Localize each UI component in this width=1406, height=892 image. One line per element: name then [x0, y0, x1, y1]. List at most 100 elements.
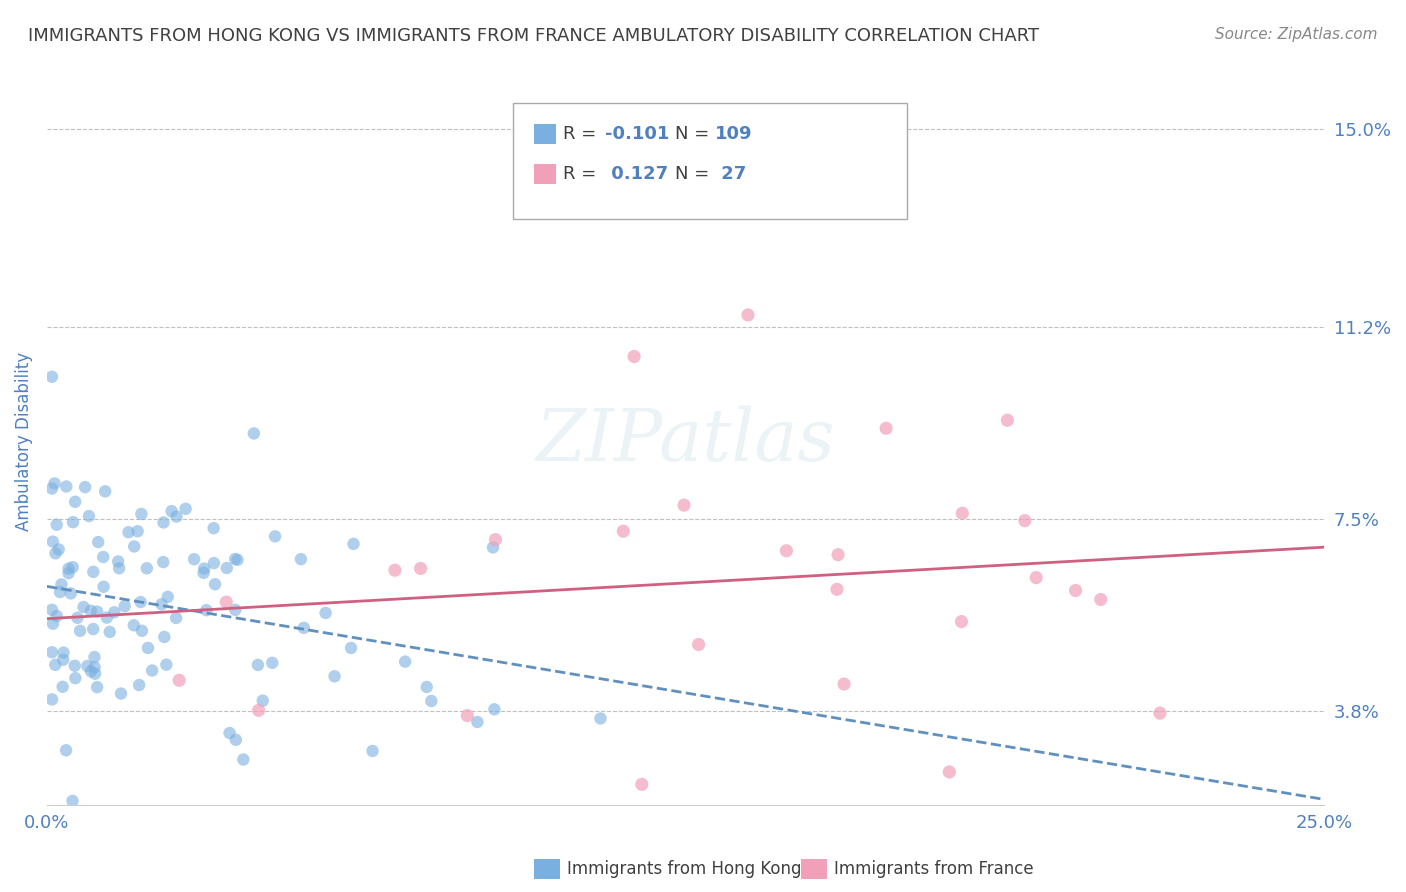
- Point: [42, 534, 65, 549]
- Point: [1025, 571, 1047, 585]
- Point: [107, 554, 129, 568]
- Text: 109: 109: [714, 125, 752, 143]
- Point: [41, 645, 63, 659]
- Point: [96, 610, 118, 624]
- Point: [153, 630, 176, 644]
- Point: [114, 599, 136, 614]
- Point: [52, 646, 75, 660]
- Point: [195, 603, 218, 617]
- Point: [41, 692, 63, 706]
- Point: [340, 640, 363, 655]
- Point: [252, 693, 274, 707]
- Point: [264, 529, 287, 543]
- Point: [827, 548, 849, 562]
- Point: [152, 516, 174, 530]
- Point: [384, 563, 406, 577]
- Point: [128, 678, 150, 692]
- Point: [226, 553, 249, 567]
- Point: [323, 669, 346, 683]
- Point: [48, 542, 70, 557]
- Point: [467, 714, 489, 729]
- Point: [87, 535, 110, 549]
- Point: [174, 501, 197, 516]
- Point: [342, 537, 364, 551]
- Point: [950, 506, 973, 520]
- Point: [183, 552, 205, 566]
- Y-axis label: Ambulatory Disability: Ambulatory Disability: [15, 351, 32, 531]
- Point: [630, 777, 652, 791]
- Text: N =: N =: [675, 165, 716, 183]
- Text: Source: ZipAtlas.com: Source: ZipAtlas.com: [1215, 27, 1378, 42]
- Point: [94, 484, 117, 499]
- Point: [224, 603, 246, 617]
- Point: [103, 605, 125, 619]
- Point: [193, 566, 215, 580]
- Point: [63, 658, 86, 673]
- Point: [77, 509, 100, 524]
- Point: [165, 611, 187, 625]
- Point: [950, 615, 973, 629]
- Point: [247, 703, 270, 717]
- Point: [1149, 706, 1171, 720]
- Point: [225, 732, 247, 747]
- Point: [394, 655, 416, 669]
- Point: [456, 708, 478, 723]
- Point: [215, 561, 238, 575]
- Point: [55, 479, 77, 493]
- Text: Immigrants from France: Immigrants from France: [834, 860, 1033, 878]
- Point: [58, 562, 80, 576]
- Point: [688, 638, 710, 652]
- Point: [41, 482, 63, 496]
- Point: [110, 687, 132, 701]
- Point: [135, 561, 157, 575]
- Point: [62, 560, 84, 574]
- Point: [166, 509, 188, 524]
- Point: [65, 671, 87, 685]
- Point: [246, 657, 269, 672]
- Text: Immigrants from Hong Kong: Immigrants from Hong Kong: [567, 860, 801, 878]
- Point: [72, 599, 94, 614]
- Point: [152, 555, 174, 569]
- Text: -0.101: -0.101: [605, 125, 669, 143]
- Point: [825, 582, 848, 597]
- Point: [45, 517, 67, 532]
- Point: [243, 426, 266, 441]
- Point: [83, 650, 105, 665]
- Point: [167, 673, 190, 688]
- Text: R =: R =: [562, 165, 602, 183]
- Point: [215, 595, 238, 609]
- Point: [623, 350, 645, 364]
- Point: [44, 546, 66, 560]
- Text: ZIPatlas: ZIPatlas: [536, 406, 835, 476]
- Point: [484, 533, 506, 547]
- Point: [84, 666, 107, 681]
- Point: [232, 752, 254, 766]
- Point: [91, 549, 114, 564]
- Point: [1064, 583, 1087, 598]
- Point: [62, 515, 84, 529]
- Point: [86, 605, 108, 619]
- Point: [80, 604, 103, 618]
- Point: [69, 624, 91, 638]
- Point: [155, 657, 177, 672]
- Point: [484, 702, 506, 716]
- Point: [775, 543, 797, 558]
- Point: [156, 590, 179, 604]
- Point: [45, 609, 67, 624]
- Point: [52, 653, 75, 667]
- Point: [41, 603, 63, 617]
- Point: [415, 680, 437, 694]
- Point: [1014, 514, 1036, 528]
- Point: [262, 656, 284, 670]
- Point: [80, 665, 103, 679]
- Point: [58, 566, 80, 581]
- Point: [875, 421, 897, 435]
- Point: [51, 577, 73, 591]
- Point: [131, 507, 153, 521]
- Point: [117, 525, 139, 540]
- Point: [420, 694, 443, 708]
- Point: [1090, 592, 1112, 607]
- Point: [122, 618, 145, 632]
- Point: [409, 561, 432, 575]
- Text: N =: N =: [675, 125, 716, 143]
